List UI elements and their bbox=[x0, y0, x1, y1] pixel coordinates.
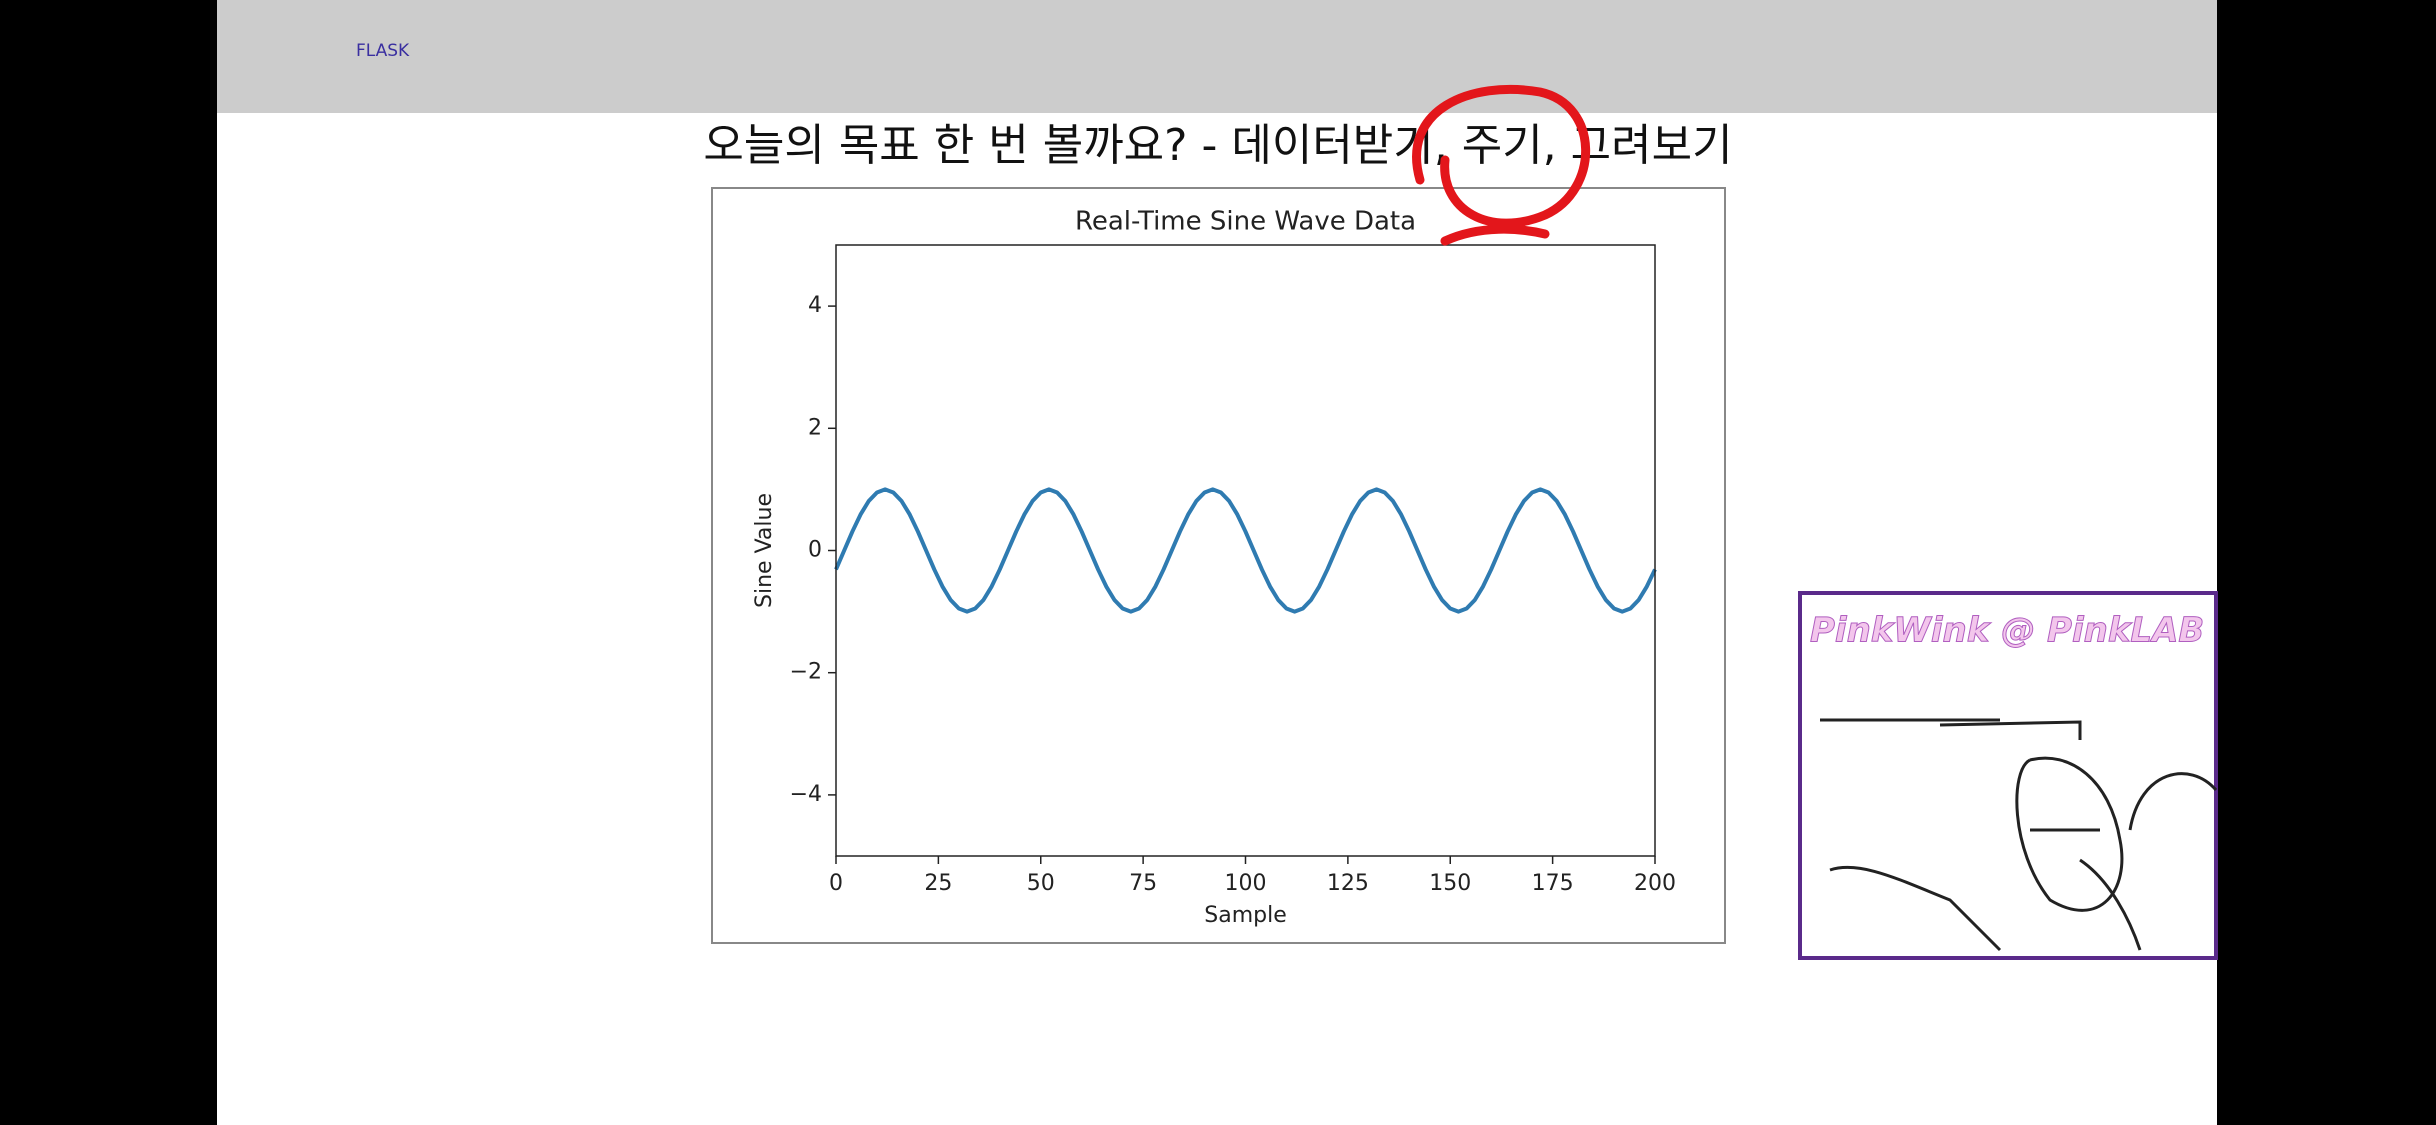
x-tick-label: 50 bbox=[1027, 871, 1055, 896]
x-tick-label: 150 bbox=[1429, 871, 1471, 896]
navbar bbox=[217, 0, 2217, 113]
x-tick-label: 175 bbox=[1532, 871, 1574, 896]
x-tick-label: 0 bbox=[829, 871, 843, 896]
slide-title: 오늘의 목표 한 번 볼까요? - 데이터받기, 주기, 그려보기 bbox=[703, 120, 1732, 171]
plot-frame bbox=[835, 244, 1656, 857]
x-tick-label: 75 bbox=[1129, 871, 1157, 896]
annotation-scribble bbox=[1412, 84, 1591, 246]
x-tick-label: 125 bbox=[1327, 871, 1369, 896]
chart: Real-Time Sine Wave Data Sample Sine Value… bbox=[752, 207, 1676, 929]
chart-frame bbox=[711, 187, 1726, 944]
chart-title: Real-Time Sine Wave Data bbox=[1075, 207, 1416, 237]
y-tick-label: 4 bbox=[808, 293, 822, 318]
y-tick-label: −2 bbox=[790, 660, 822, 685]
x-axis-label: Sample bbox=[1204, 903, 1287, 928]
x-tick-label: 25 bbox=[924, 871, 952, 896]
x-tick-label: 200 bbox=[1634, 871, 1676, 896]
y-tick-label: −4 bbox=[790, 782, 822, 807]
webcam-caption: PinkWink @ PinkLAB bbox=[1810, 611, 2204, 651]
webcam-sketch bbox=[1820, 718, 2218, 952]
y-tick-label: 0 bbox=[808, 538, 822, 563]
sine-line bbox=[834, 487, 1657, 614]
y-tick-label: 2 bbox=[808, 415, 822, 440]
y-axis-label: Sine Value bbox=[752, 493, 777, 608]
webcam bbox=[1798, 591, 2218, 960]
brand[interactable]: FLASK bbox=[356, 41, 410, 61]
red-circle bbox=[1412, 84, 1591, 246]
x-tick-label: 100 bbox=[1225, 871, 1267, 896]
